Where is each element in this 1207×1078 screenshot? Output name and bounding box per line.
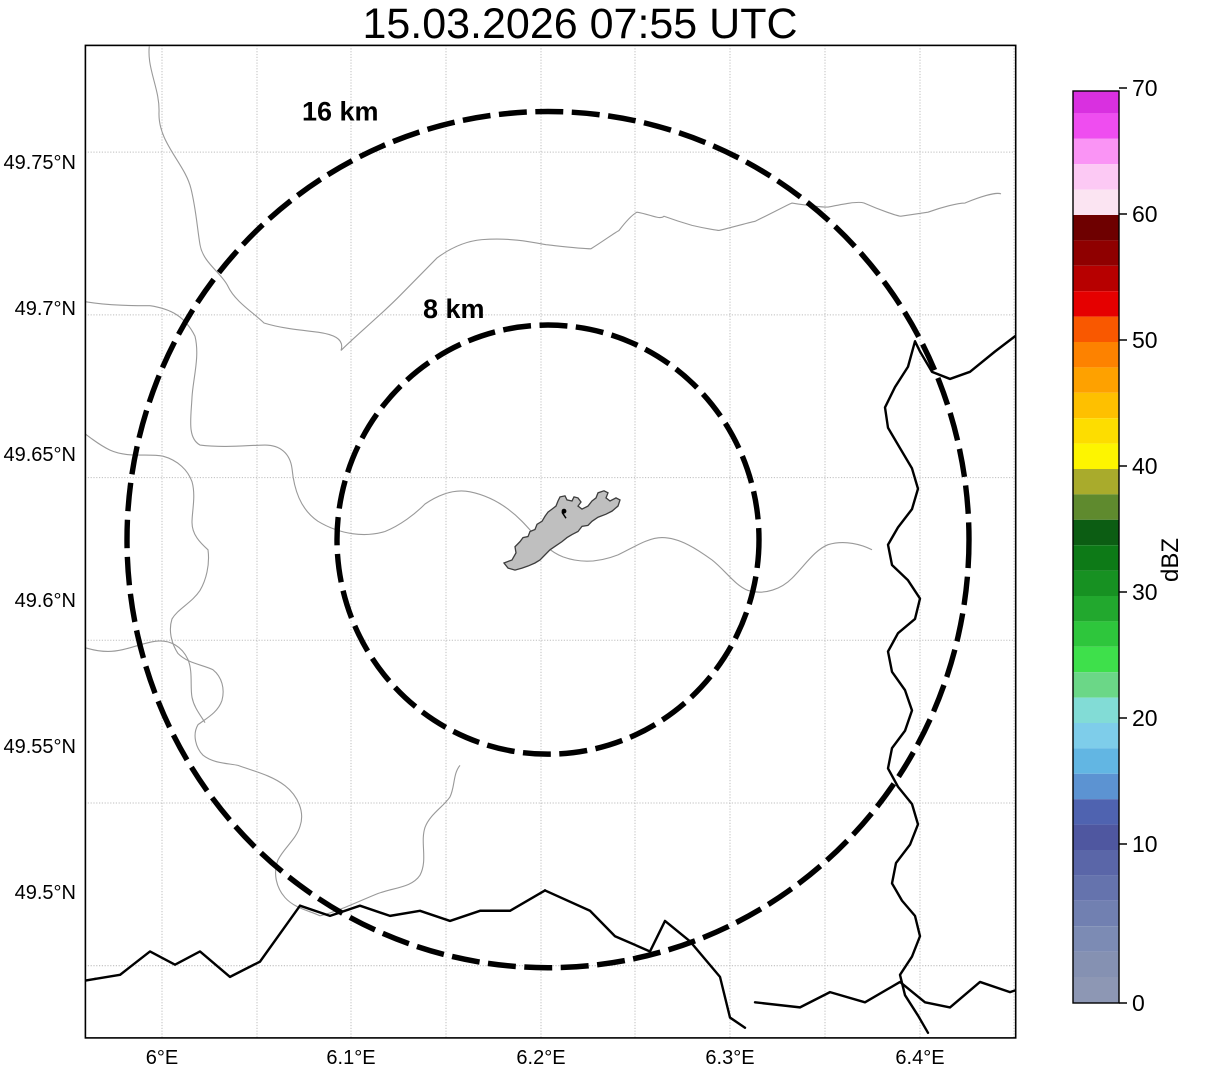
svg-text:30: 30 [1132, 579, 1158, 605]
svg-text:15.03.2026 07:55 UTC: 15.03.2026 07:55 UTC [362, 0, 797, 48]
svg-text:6.1°E: 6.1°E [326, 1047, 375, 1069]
svg-text:50: 50 [1132, 327, 1158, 353]
svg-text:60: 60 [1132, 201, 1158, 227]
svg-text:70: 70 [1132, 75, 1158, 101]
svg-text:49.6°N: 49.6°N [15, 590, 76, 612]
svg-text:49.7°N: 49.7°N [15, 298, 76, 320]
svg-text:dBZ: dBZ [1157, 538, 1184, 582]
svg-text:40: 40 [1132, 453, 1158, 479]
svg-text:0: 0 [1132, 990, 1145, 1016]
svg-text:6.4°E: 6.4°E [895, 1047, 944, 1069]
svg-text:20: 20 [1132, 705, 1158, 731]
svg-text:6.3°E: 6.3°E [705, 1047, 754, 1069]
svg-text:6.2°E: 6.2°E [516, 1047, 565, 1069]
svg-text:8 km: 8 km [423, 294, 485, 324]
svg-text:49.55°N: 49.55°N [4, 736, 77, 758]
svg-text:6°E: 6°E [146, 1047, 178, 1069]
svg-text:16 km: 16 km [302, 97, 379, 127]
svg-text:49.75°N: 49.75°N [4, 152, 77, 174]
svg-text:10: 10 [1132, 831, 1158, 857]
svg-text:49.5°N: 49.5°N [15, 882, 76, 904]
svg-text:49.65°N: 49.65°N [4, 444, 77, 466]
